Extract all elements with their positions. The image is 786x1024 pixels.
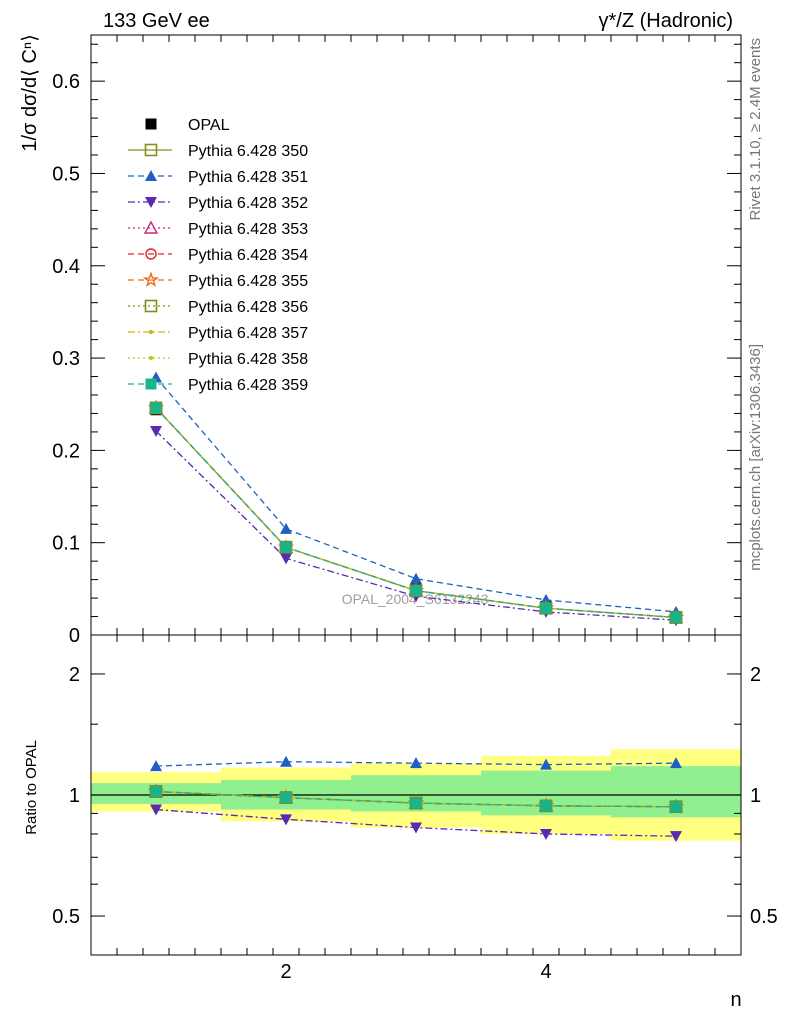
legend-item: Pythia 6.428 350	[128, 143, 308, 160]
legend-label: Pythia 6.428 358	[188, 351, 308, 368]
ratio-y-tick-label: 2	[69, 664, 80, 686]
ratio-data-point	[670, 831, 682, 843]
legend-marker	[145, 378, 157, 390]
legend-item: Pythia 6.428 353	[128, 220, 308, 238]
series-line	[155, 377, 677, 613]
ratio-y-tick-label-right: 0.5	[750, 906, 778, 928]
legend-label: Pythia 6.428 353	[188, 221, 308, 238]
ratio-data-point	[410, 822, 422, 834]
legend-item: Pythia 6.428 356	[128, 299, 308, 316]
legend-label: Pythia 6.428 350	[188, 143, 308, 160]
data-point	[280, 541, 292, 553]
main-y-tick-label: 0.5	[52, 163, 80, 185]
ratio-data-point	[540, 800, 552, 812]
legend: OPAL Pythia 6.428 350 Pythia 6.428 351 Pyth…	[128, 117, 308, 394]
legend-marker	[145, 197, 157, 208]
ratio-y-tick-label-right: 2	[750, 664, 761, 686]
main-y-axis-label: 1/σ dσ/d⟨ Cⁿ⟩	[19, 34, 41, 152]
series-10	[150, 402, 682, 623]
legend-item: Pythia 6.428 352	[128, 195, 308, 212]
ratio-series-2	[150, 804, 682, 843]
ratio-data-point	[280, 755, 292, 767]
x-axis-label: n	[730, 989, 741, 1011]
legend-label: Pythia 6.428 352	[188, 195, 308, 212]
ratio-y-tick-label: 0.5	[52, 906, 80, 928]
legend-label: Pythia 6.428 359	[188, 377, 308, 394]
legend-item: Pythia 6.428 359	[128, 377, 308, 394]
main-y-tick-label: 0.1	[52, 533, 80, 555]
ratio-y-tick-label: 1	[69, 785, 80, 807]
series-2	[150, 371, 682, 617]
legend-marker	[142, 271, 160, 288]
ratio-data-point	[670, 757, 682, 769]
ratio-series-1	[150, 755, 682, 772]
legend-item: Pythia 6.428 357	[128, 325, 308, 342]
legend-label: Pythia 6.428 351	[188, 169, 308, 186]
ratio-data-point	[150, 786, 162, 798]
main-panel: 00.10.20.30.40.50.6OPAL_2004_S6132243	[52, 34, 742, 647]
ratio-data-point	[410, 797, 422, 809]
legend-label: Pythia 6.428 357	[188, 325, 308, 342]
legend-marker	[144, 299, 158, 313]
left-title: 133 GeV ee	[103, 10, 210, 32]
data-point	[670, 611, 682, 623]
ratio-data-point	[540, 828, 552, 840]
ratio-data-point	[280, 792, 292, 804]
legend-item: OPAL	[145, 117, 230, 134]
legend-label: Pythia 6.428 356	[188, 299, 308, 316]
ratio-y-tick-label-right: 1	[750, 785, 761, 807]
ratio-data-point	[150, 804, 162, 816]
main-y-tick-label: 0.2	[52, 440, 80, 462]
data-point	[280, 553, 292, 565]
legend-marker	[143, 220, 159, 234]
legend-label: OPAL	[188, 117, 230, 134]
series-line	[155, 407, 677, 619]
x-tick-label: 4	[540, 961, 551, 983]
ratio-series-9	[150, 786, 682, 813]
main-y-tick-label: 0.6	[52, 71, 80, 93]
data-point	[410, 572, 422, 584]
main-y-tick-label: 0.3	[52, 348, 80, 370]
legend-item: Pythia 6.428 355	[128, 271, 308, 290]
legend-marker	[144, 143, 158, 157]
data-point	[280, 522, 292, 534]
legend-marker	[148, 355, 154, 361]
ratio-data-point	[280, 814, 292, 826]
legend-item: Pythia 6.428 354	[128, 247, 308, 264]
data-point	[150, 426, 162, 437]
ratio-data-point	[540, 758, 552, 770]
rivet-version-label: Rivet 3.1.10, ≥ 2.4M events	[747, 38, 764, 221]
legend-item: Pythia 6.428 351	[128, 169, 308, 186]
ratio-data-point	[670, 801, 682, 813]
ratio-data-point	[150, 760, 162, 772]
data-point	[150, 402, 162, 414]
ratio-data-point	[410, 757, 422, 769]
right-title: γ*/Z (Hadronic)	[599, 10, 733, 32]
mcplots-label: mcplots.cern.ch [arXiv:1306.3436]	[747, 344, 764, 571]
legend-marker	[148, 329, 154, 335]
data-point	[540, 602, 552, 614]
legend-label: Pythia 6.428 354	[188, 247, 308, 264]
ratio-y-axis-label: Ratio to OPAL	[23, 740, 40, 835]
legend-marker	[145, 118, 157, 130]
legend-marker	[145, 248, 157, 260]
legend-item: Pythia 6.428 358	[128, 351, 308, 368]
x-tick-label: 2	[280, 961, 291, 983]
legend-marker	[145, 170, 157, 181]
legend-label: Pythia 6.428 355	[188, 273, 308, 290]
main-y-tick-label: 0.4	[52, 256, 80, 278]
ratio-panel: 0.5 0.5 1 1 2 2 2 4	[52, 634, 778, 983]
main-y-tick-label: 0	[69, 625, 80, 647]
data-point	[410, 585, 422, 597]
